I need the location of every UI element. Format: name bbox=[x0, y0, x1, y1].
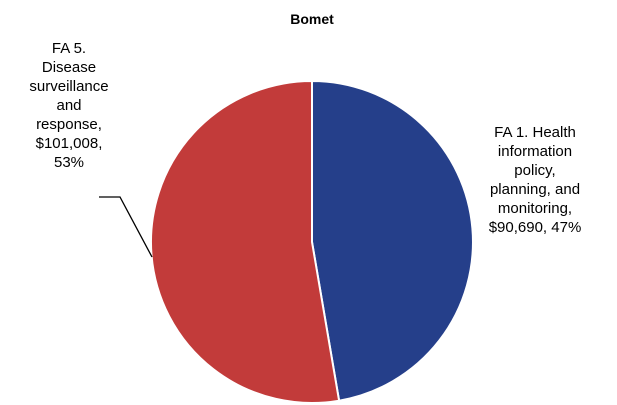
slice-label-line: policy, bbox=[514, 162, 555, 179]
chart-title: Bomet bbox=[290, 11, 334, 27]
pie-slice-fa1 bbox=[312, 81, 473, 401]
pie-slices bbox=[151, 81, 473, 403]
slice-label-line: Disease bbox=[42, 59, 96, 76]
slice-label-line: monitoring, bbox=[498, 200, 572, 217]
slice-label-line: $90,690, 47% bbox=[489, 219, 582, 236]
slice-label-line: $101,008, bbox=[36, 135, 103, 152]
slice-label-line: planning, and bbox=[490, 181, 580, 198]
slice-label-line: information bbox=[498, 143, 572, 160]
slice-label-line: response, bbox=[36, 116, 102, 133]
slice-label-line: 53% bbox=[54, 154, 84, 171]
slice-label-fa1: FA 1. Health information policy, planning, … bbox=[489, 124, 582, 236]
slice-label-line: and bbox=[56, 97, 81, 114]
slice-label-line: FA 1. Health bbox=[494, 124, 576, 141]
pie-slice-fa5 bbox=[151, 81, 339, 403]
slice-label-fa5: FA 5. Disease surveillance and response, $101… bbox=[29, 40, 108, 171]
leader-line-fa5 bbox=[99, 197, 152, 257]
slice-label-line: FA 5. bbox=[52, 40, 86, 57]
slice-label-line: surveillance bbox=[29, 78, 108, 95]
